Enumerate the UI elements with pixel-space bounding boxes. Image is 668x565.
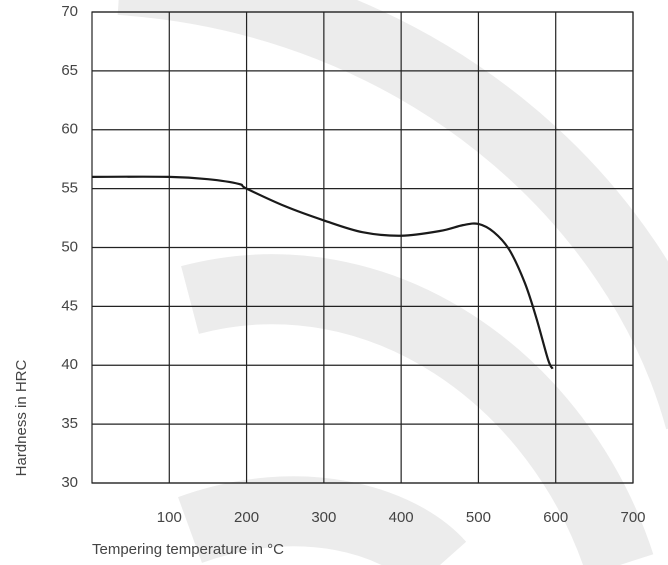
watermark-arc (181, 254, 654, 565)
y-tick-label: 70 (61, 3, 78, 20)
x-tick-label: 100 (157, 509, 182, 526)
y-tick-label: 40 (61, 356, 78, 373)
x-tick-label: 500 (466, 509, 491, 526)
y-tick-label: 35 (61, 415, 78, 432)
data-line (91, 175, 554, 370)
y-axis-label: Hardness in HRC (13, 359, 30, 476)
watermark-arc (117, 0, 668, 430)
y-tick-label: 45 (61, 297, 78, 314)
watermark (117, 0, 668, 565)
watermark-arc (178, 476, 467, 565)
y-tick-label: 50 (61, 238, 78, 255)
x-tick-label: 700 (620, 509, 645, 526)
x-tick-label: 600 (543, 509, 568, 526)
y-tick-label: 65 (61, 62, 78, 79)
y-tick-label: 30 (61, 474, 78, 491)
x-axis-label: Tempering temperature in °C (92, 541, 284, 558)
x-tick-label: 200 (234, 509, 259, 526)
x-tick-label: 300 (311, 509, 336, 526)
y-tick-label: 55 (61, 180, 78, 197)
y-tick-label: 60 (61, 121, 78, 138)
x-tick-label: 400 (389, 509, 414, 526)
